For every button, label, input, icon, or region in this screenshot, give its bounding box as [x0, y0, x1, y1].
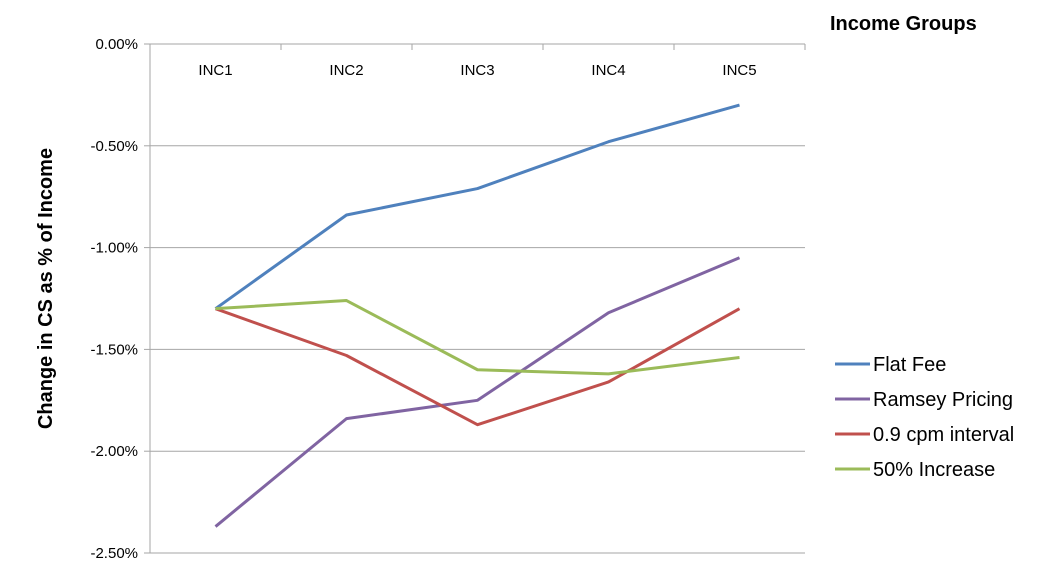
x-axis-title: Income Groups — [830, 13, 977, 35]
series-lines — [214, 103, 741, 528]
y-tick-label: -2.50% — [90, 545, 138, 562]
series-line — [214, 256, 741, 528]
legend-entry: 50% Increase — [873, 459, 995, 481]
y-tick-label: -0.50% — [90, 138, 138, 155]
y-tick-label: -1.50% — [90, 341, 138, 358]
y-tick-label: -2.00% — [90, 443, 138, 460]
category-label: INC1 — [198, 62, 232, 79]
y-axis-ticks: 0.00% -0.50% -1.00% -1.50% -2.00% -2.50% — [90, 36, 150, 562]
category-label: INC3 — [460, 62, 494, 79]
category-label: INC4 — [591, 62, 625, 79]
legend: Flat Fee Ramsey Pricing 0.9 cpm interval 50… — [835, 354, 1014, 481]
legend-entry: Flat Fee — [873, 354, 946, 376]
category-label: INC2 — [329, 62, 363, 79]
y-tick-label: 0.00% — [95, 36, 138, 53]
y-tick-label: -1.00% — [90, 240, 138, 257]
legend-entry: Ramsey Pricing — [873, 389, 1013, 411]
series-line — [214, 103, 740, 310]
y-axis-title: Change in CS as % of Income — [35, 148, 57, 429]
legend-entry: 0.9 cpm interval — [873, 424, 1014, 446]
category-label: INC5 — [722, 62, 756, 79]
gridlines — [150, 43, 805, 554]
series-line — [214, 307, 741, 427]
series-line — [215, 299, 740, 376]
category-labels: INC1 INC2 INC3 INC4 INC5 — [149, 44, 806, 79]
